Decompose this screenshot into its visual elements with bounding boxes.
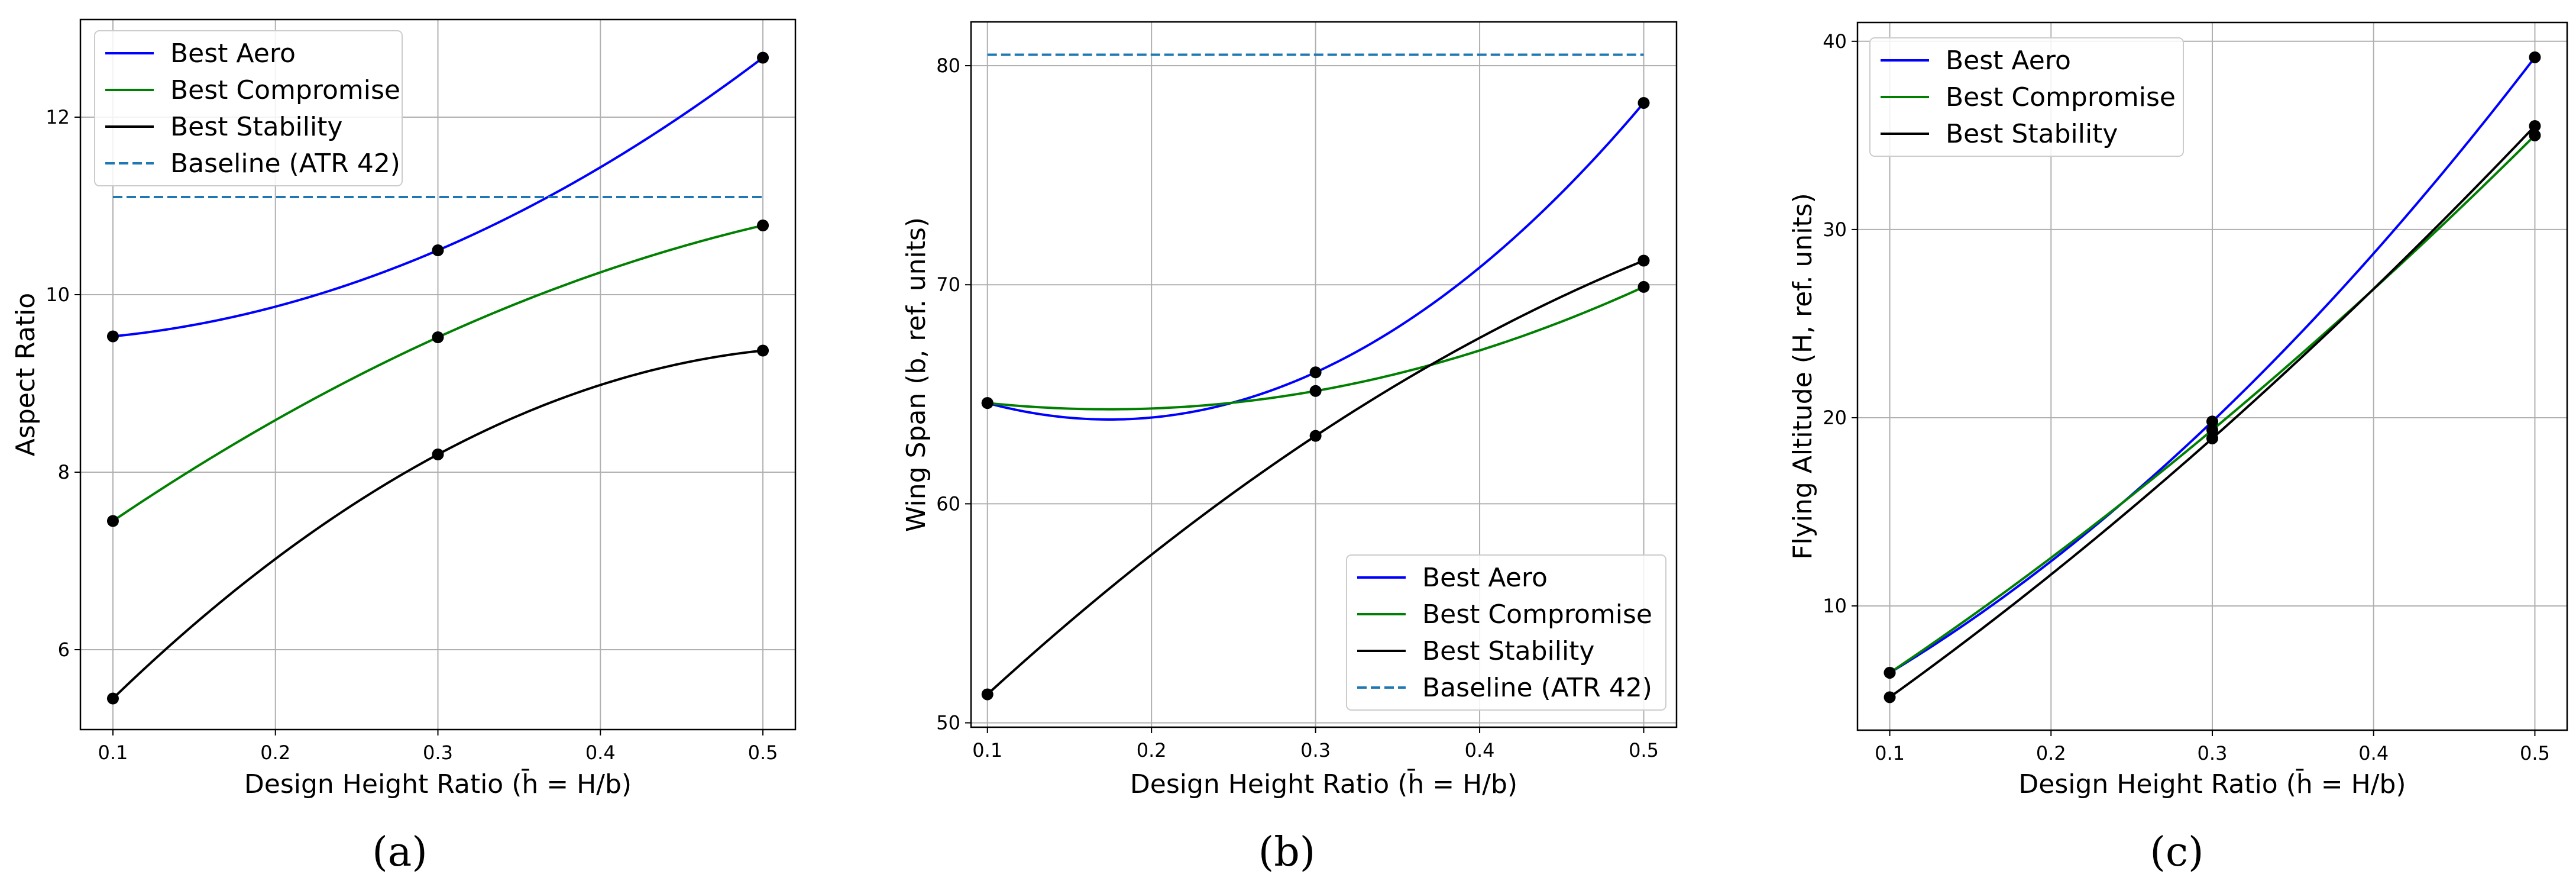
- x-tick-label: 0.5: [748, 741, 778, 764]
- legend-box: [1346, 554, 1666, 711]
- data-point: [2206, 432, 2218, 444]
- panel-label: (c): [2150, 829, 2203, 876]
- x-tick-label: 0.2: [2036, 742, 2066, 764]
- y-tick-label: 50: [936, 712, 960, 734]
- x-tick-label: 0.1: [972, 739, 1002, 762]
- data-point: [2206, 424, 2218, 436]
- legend-box: [1869, 37, 2184, 157]
- x-axis-label: Design Height Ratio (h̄ = H/b): [244, 768, 632, 799]
- x-tick-label: 0.1: [98, 741, 128, 764]
- data-point: [432, 331, 444, 343]
- legend-entry-label: Baseline (ATR 42): [1422, 673, 1652, 703]
- legend: Best Aero Best Compromise Best Stability: [1869, 37, 2184, 157]
- data-point: [1309, 385, 1322, 397]
- data-point: [2529, 129, 2541, 141]
- data-point: [106, 692, 119, 705]
- data-point: [757, 51, 769, 64]
- legend-entry-label: Best Compromise: [1946, 82, 2176, 112]
- data-point: [2529, 120, 2541, 132]
- legend-entry-label: Best Aero: [1946, 46, 2071, 76]
- data-point: [981, 397, 993, 409]
- legend-entry-label: Best Stability: [1946, 119, 2118, 149]
- data-point: [106, 330, 119, 343]
- chart-panel-c: 0.1 0.2 0.3 0.4 0.5 10 20 30 40 Design Height Rat…: [1788, 21, 2568, 876]
- plot-frame: [970, 21, 1678, 728]
- legend-entry-label: Baseline (ATR 42): [170, 149, 400, 179]
- legend-entry-label: Best Aero: [1422, 563, 1548, 593]
- data-point: [1309, 430, 1322, 442]
- x-tick-label: 0.4: [585, 741, 616, 764]
- data-point: [1637, 280, 1650, 293]
- y-tick-label: 8: [58, 461, 70, 483]
- y-tick-label: 70: [936, 273, 960, 296]
- y-tick-label: 80: [936, 54, 960, 77]
- x-tick-label: 0.5: [1629, 739, 1659, 762]
- y-tick-label: 40: [1823, 30, 1847, 53]
- panel-label: (a): [372, 829, 428, 876]
- y-axis-label: Flying Altitude (H, ref. units): [1788, 193, 1818, 560]
- legend-entry-label: Best Aero: [170, 38, 296, 69]
- data-point: [1884, 666, 1896, 679]
- data-point: [106, 515, 119, 527]
- x-tick-label: 0.3: [2198, 742, 2228, 764]
- legend-entry-label: Best Compromise: [1422, 599, 1652, 630]
- x-tick-label: 0.4: [2358, 742, 2389, 764]
- x-tick-label: 0.3: [423, 741, 453, 764]
- legend: Best Aero Best Compromise Best Stability Ba…: [94, 30, 403, 186]
- x-tick-label: 0.3: [1300, 739, 1331, 762]
- data-point: [2206, 415, 2218, 428]
- x-tick-label: 0.2: [1137, 739, 1167, 762]
- x-axis-label: Design Height Ratio (h̄ = H/b): [1130, 768, 1517, 799]
- data-point: [1309, 366, 1322, 379]
- legend-box: [94, 30, 403, 186]
- legend-entry-label: Best Stability: [1422, 636, 1594, 666]
- x-axis-label: Design Height Ratio (h̄ = H/b): [2018, 768, 2406, 799]
- legend: Best Aero Best Compromise Best Stability Ba…: [1346, 554, 1666, 711]
- data-point: [1637, 96, 1650, 109]
- x-tick-label: 0.2: [260, 741, 290, 764]
- legend-entry-label: Best Compromise: [170, 75, 400, 105]
- x-tick-label: 0.5: [2520, 742, 2550, 764]
- data-point: [757, 220, 769, 231]
- y-tick-label: 30: [1823, 218, 1847, 241]
- legend-entry-label: Best Stability: [170, 112, 342, 142]
- data-point: [1637, 254, 1650, 267]
- data-point: [432, 244, 444, 256]
- data-point: [757, 344, 769, 357]
- panel-label: (b): [1258, 829, 1316, 876]
- y-tick-label: 12: [46, 106, 70, 128]
- x-tick-label: 0.1: [1875, 742, 1905, 764]
- y-tick-label: 10: [1823, 595, 1847, 617]
- x-tick-label: 0.4: [1465, 739, 1495, 762]
- y-axis-label: Aspect Ratio: [11, 293, 41, 456]
- y-tick-label: 60: [936, 492, 960, 515]
- data-point: [432, 449, 444, 460]
- data-point: [981, 688, 993, 701]
- y-tick-label: 20: [1823, 406, 1847, 429]
- data-point: [2529, 51, 2541, 63]
- y-tick-label: 6: [58, 638, 70, 661]
- data-point: [1884, 691, 1896, 704]
- y-tick-label: 10: [46, 283, 70, 306]
- chart-panel-b: 0.1 0.2 0.3 0.4 0.5 50 60 70 80 Design Height Rat…: [901, 21, 1678, 876]
- chart-panel-a: 0.1 0.2 0.3 0.4 0.5 6 8 10 12 Design Height Ratio…: [11, 18, 797, 876]
- y-axis-label: Wing Span (b, ref. units): [901, 217, 931, 532]
